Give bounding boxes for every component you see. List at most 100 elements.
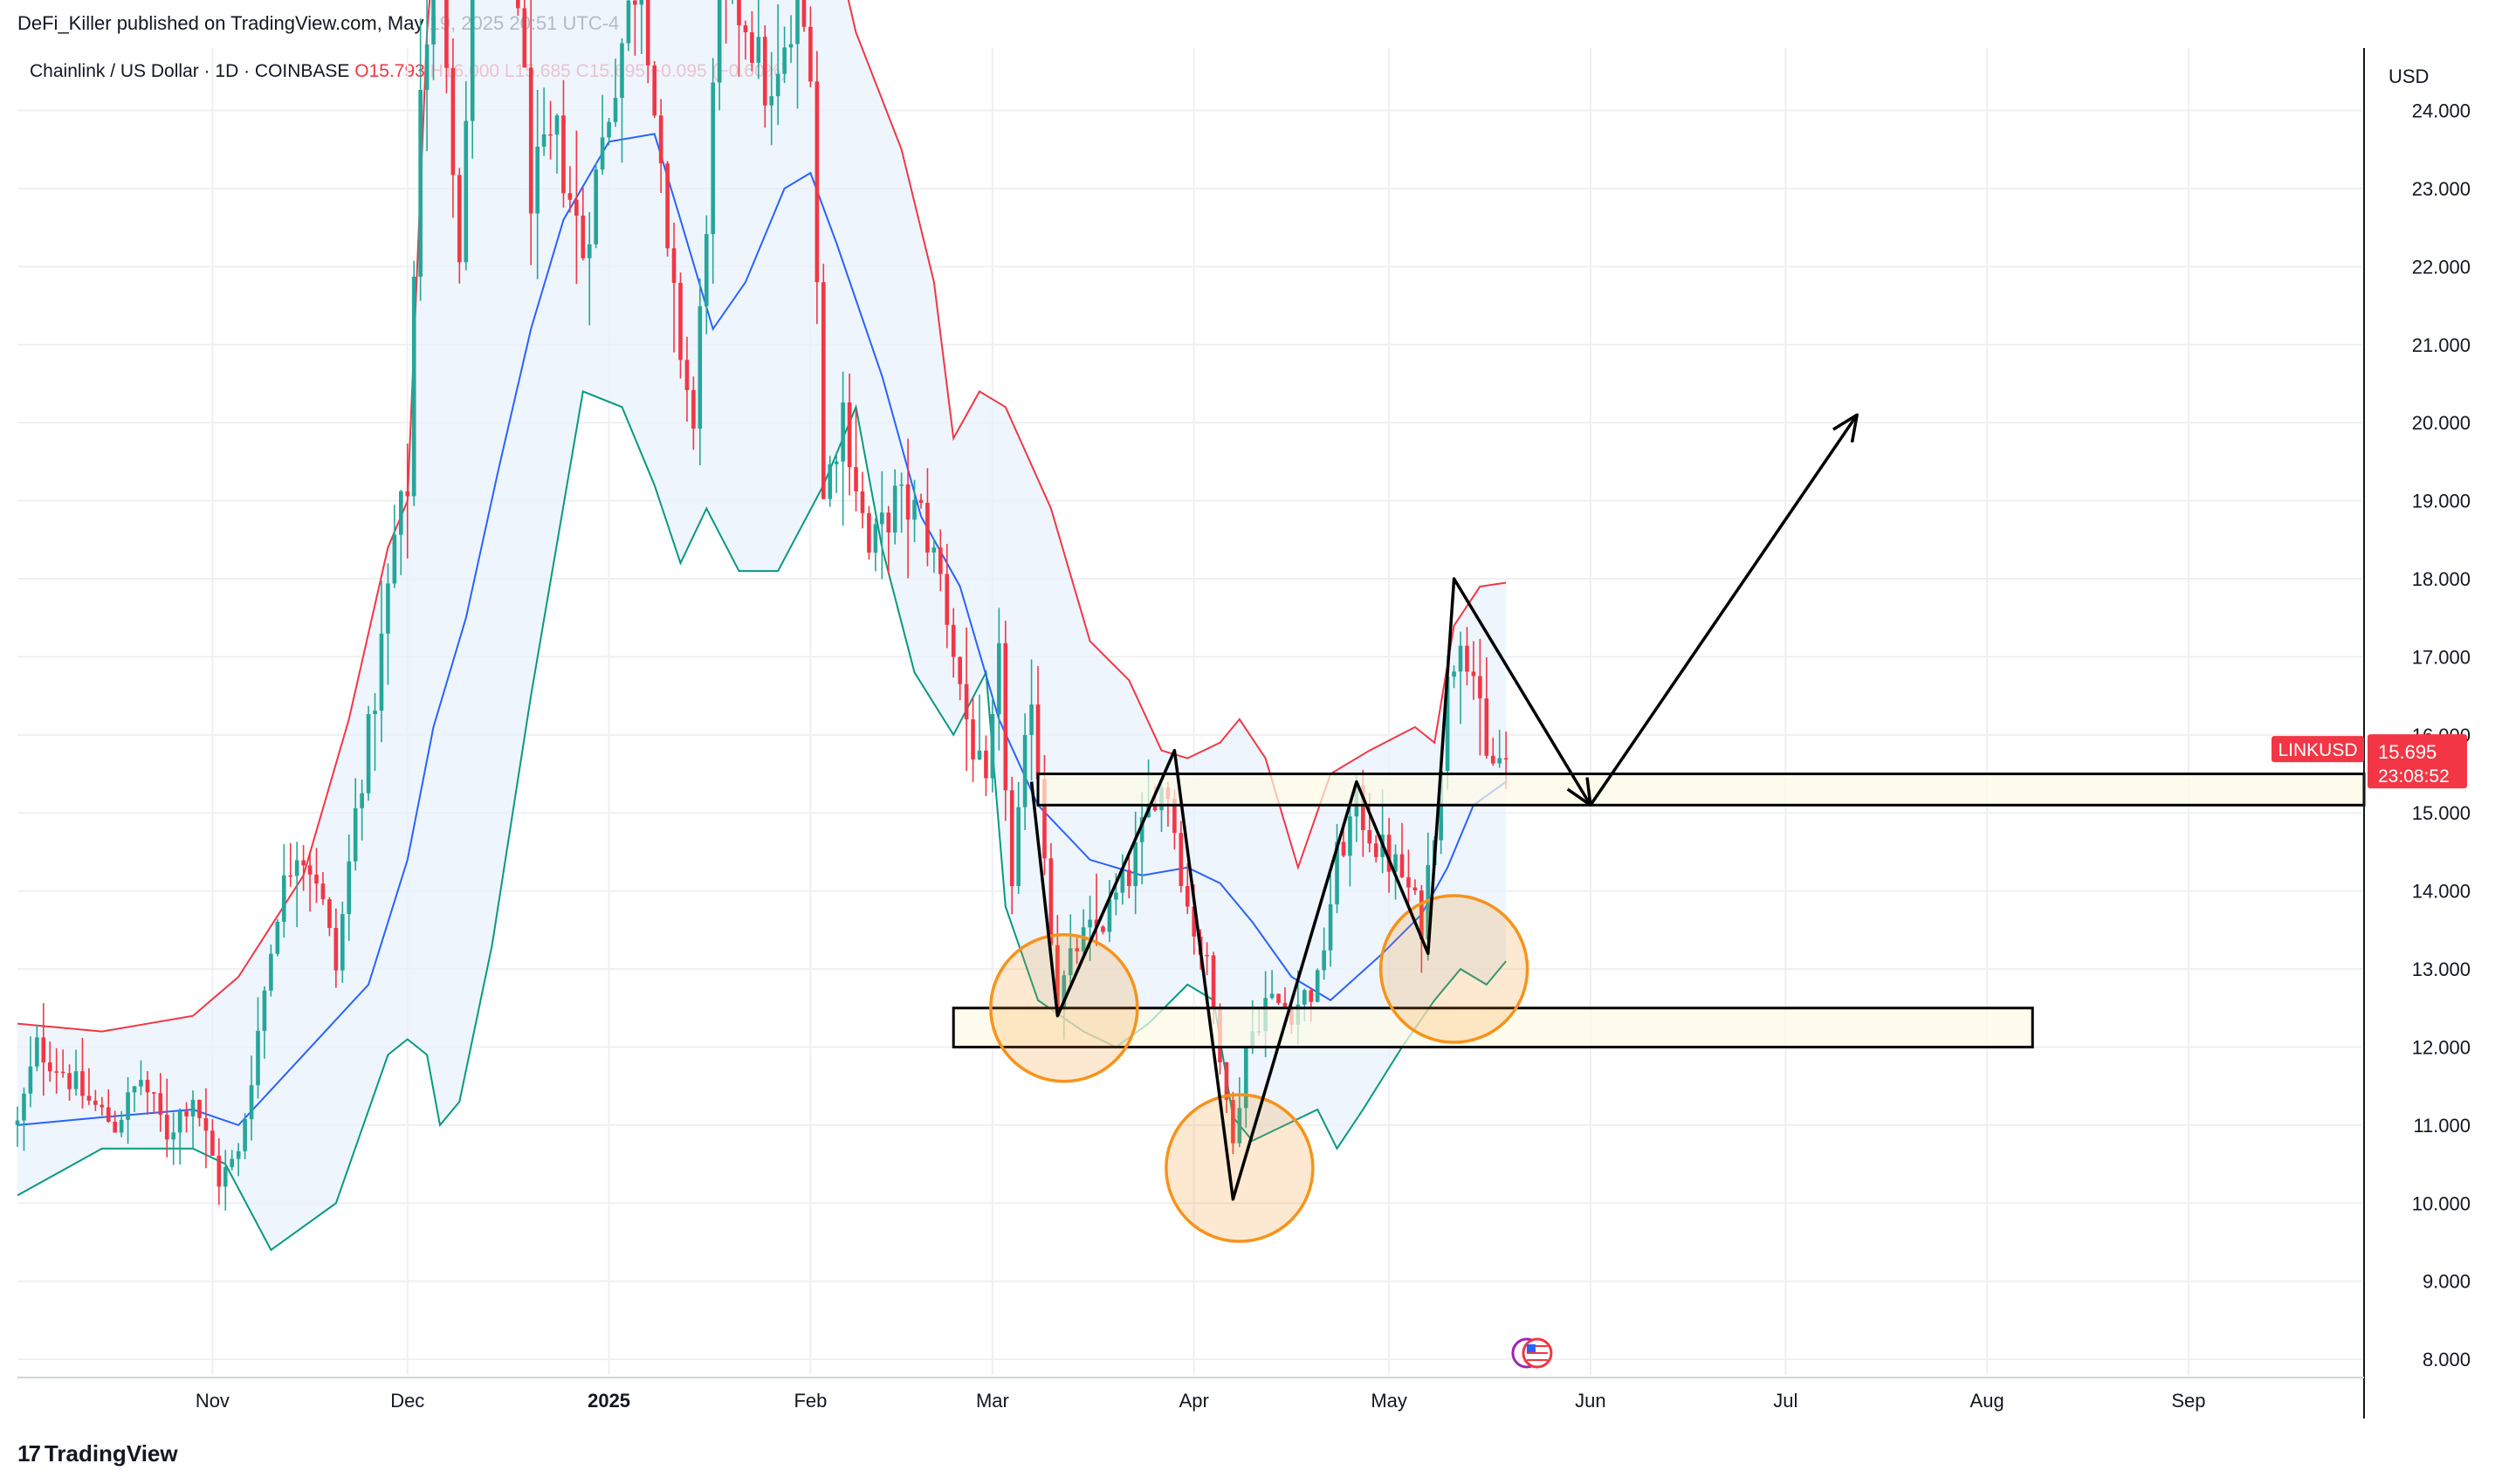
candle (269, 953, 273, 991)
candle (652, 65, 657, 116)
y-tick-label: 23.000 (2412, 178, 2471, 200)
y-tick-label: 15.000 (2412, 802, 2471, 824)
candle (1048, 858, 1054, 945)
candle (899, 484, 904, 486)
x-tick-label: Dec (390, 1390, 424, 1412)
candle (1088, 919, 1092, 928)
candle (1068, 948, 1073, 976)
candle (750, 31, 754, 63)
candle (581, 216, 586, 258)
candle (184, 1110, 189, 1116)
candle (561, 115, 566, 194)
candle (665, 163, 670, 249)
candle (1205, 954, 1209, 957)
candle (203, 1117, 209, 1131)
candle (1276, 993, 1281, 1003)
candle (470, 0, 475, 121)
candle (22, 1093, 26, 1121)
candle (411, 277, 416, 497)
candle (1120, 869, 1125, 893)
candle (93, 1100, 98, 1105)
candle (841, 402, 845, 462)
candle (801, 0, 807, 27)
candle (938, 547, 943, 574)
candle (60, 1071, 65, 1074)
candle (1101, 926, 1105, 932)
candle (522, 8, 527, 68)
candle (307, 865, 313, 875)
candle (620, 43, 624, 99)
tradingview-brand[interactable]: 17 TradingView (17, 1440, 178, 1467)
candle (528, 67, 533, 214)
x-tick-label: Mar (976, 1390, 1009, 1412)
candle (1348, 816, 1352, 856)
candle (1484, 698, 1489, 756)
candle (1003, 642, 1008, 791)
candle (28, 1066, 33, 1094)
candle (594, 169, 599, 244)
candle (567, 193, 573, 200)
candle (1309, 990, 1314, 1002)
candle (1322, 950, 1326, 971)
price-tag-value: 15.695 (2378, 741, 2437, 763)
candle (684, 360, 690, 390)
candle (171, 1132, 176, 1140)
candle (762, 37, 767, 106)
candle (958, 656, 962, 684)
candle (450, 67, 456, 175)
candle (1152, 803, 1158, 811)
candle (1452, 671, 1456, 677)
candle (925, 502, 930, 553)
candle (158, 1093, 163, 1116)
x-tick-label: Feb (794, 1390, 827, 1412)
candle (892, 485, 897, 532)
candle (1094, 919, 1099, 927)
candle (737, 0, 741, 25)
candle (217, 1155, 222, 1187)
candle (1185, 886, 1190, 907)
resistance-zone (1036, 773, 2366, 807)
candle (613, 98, 618, 122)
candle (964, 684, 969, 720)
candle (294, 860, 299, 876)
candle (119, 1119, 124, 1133)
candle (698, 306, 703, 429)
candle (990, 714, 995, 779)
candle (1497, 758, 1502, 764)
pattern-line (1029, 577, 1592, 1201)
candle (177, 1110, 182, 1133)
candle (574, 199, 579, 216)
candle (671, 248, 677, 283)
annotations (952, 413, 2366, 1243)
candle (249, 1085, 254, 1119)
candle (1211, 955, 1216, 1007)
x-tick-label: Jun (1575, 1390, 1605, 1412)
symbol-tag-bg (2272, 736, 2364, 763)
candle (1367, 829, 1372, 844)
candle (905, 484, 911, 520)
candle (756, 37, 761, 63)
candle (1055, 945, 1060, 1011)
candle (275, 921, 280, 954)
candle (678, 282, 683, 361)
candle (320, 883, 326, 900)
candle (1224, 1061, 1229, 1101)
candle (945, 574, 950, 625)
candle (1016, 807, 1021, 887)
candle (1406, 876, 1411, 888)
candle (886, 512, 891, 532)
candle (373, 711, 377, 715)
candle (366, 714, 371, 794)
currency-label: USD (2388, 65, 2429, 87)
x-tick-label: Sep (2171, 1390, 2205, 1412)
candle (600, 137, 605, 170)
candle (711, 82, 716, 235)
candle (1022, 734, 1028, 807)
candle (80, 1071, 85, 1096)
candle (1035, 704, 1041, 780)
y-tick-label: 17.000 (2412, 646, 2471, 668)
candle (873, 524, 878, 553)
candle (197, 1099, 202, 1118)
candle (1062, 975, 1067, 1011)
